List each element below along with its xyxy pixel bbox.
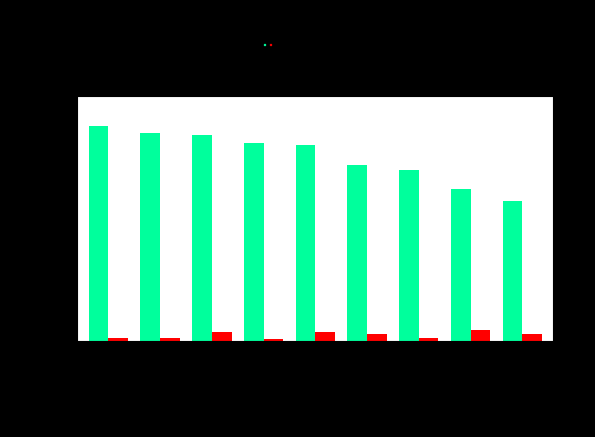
Bar [471, 330, 490, 341]
Bar [108, 338, 128, 341]
Bar [264, 339, 283, 341]
Bar [192, 135, 212, 341]
Bar [419, 338, 439, 341]
Bar [315, 332, 335, 341]
Bar [140, 133, 160, 341]
Bar [399, 170, 419, 341]
Bar [503, 201, 522, 341]
Bar [522, 334, 542, 341]
Legend: , : , [264, 43, 272, 45]
Bar [244, 142, 264, 341]
Bar [451, 189, 471, 341]
Bar [160, 338, 180, 341]
Bar [367, 333, 387, 341]
Bar [212, 332, 231, 341]
Bar [89, 125, 108, 341]
Bar [347, 165, 367, 341]
Bar [296, 145, 315, 341]
